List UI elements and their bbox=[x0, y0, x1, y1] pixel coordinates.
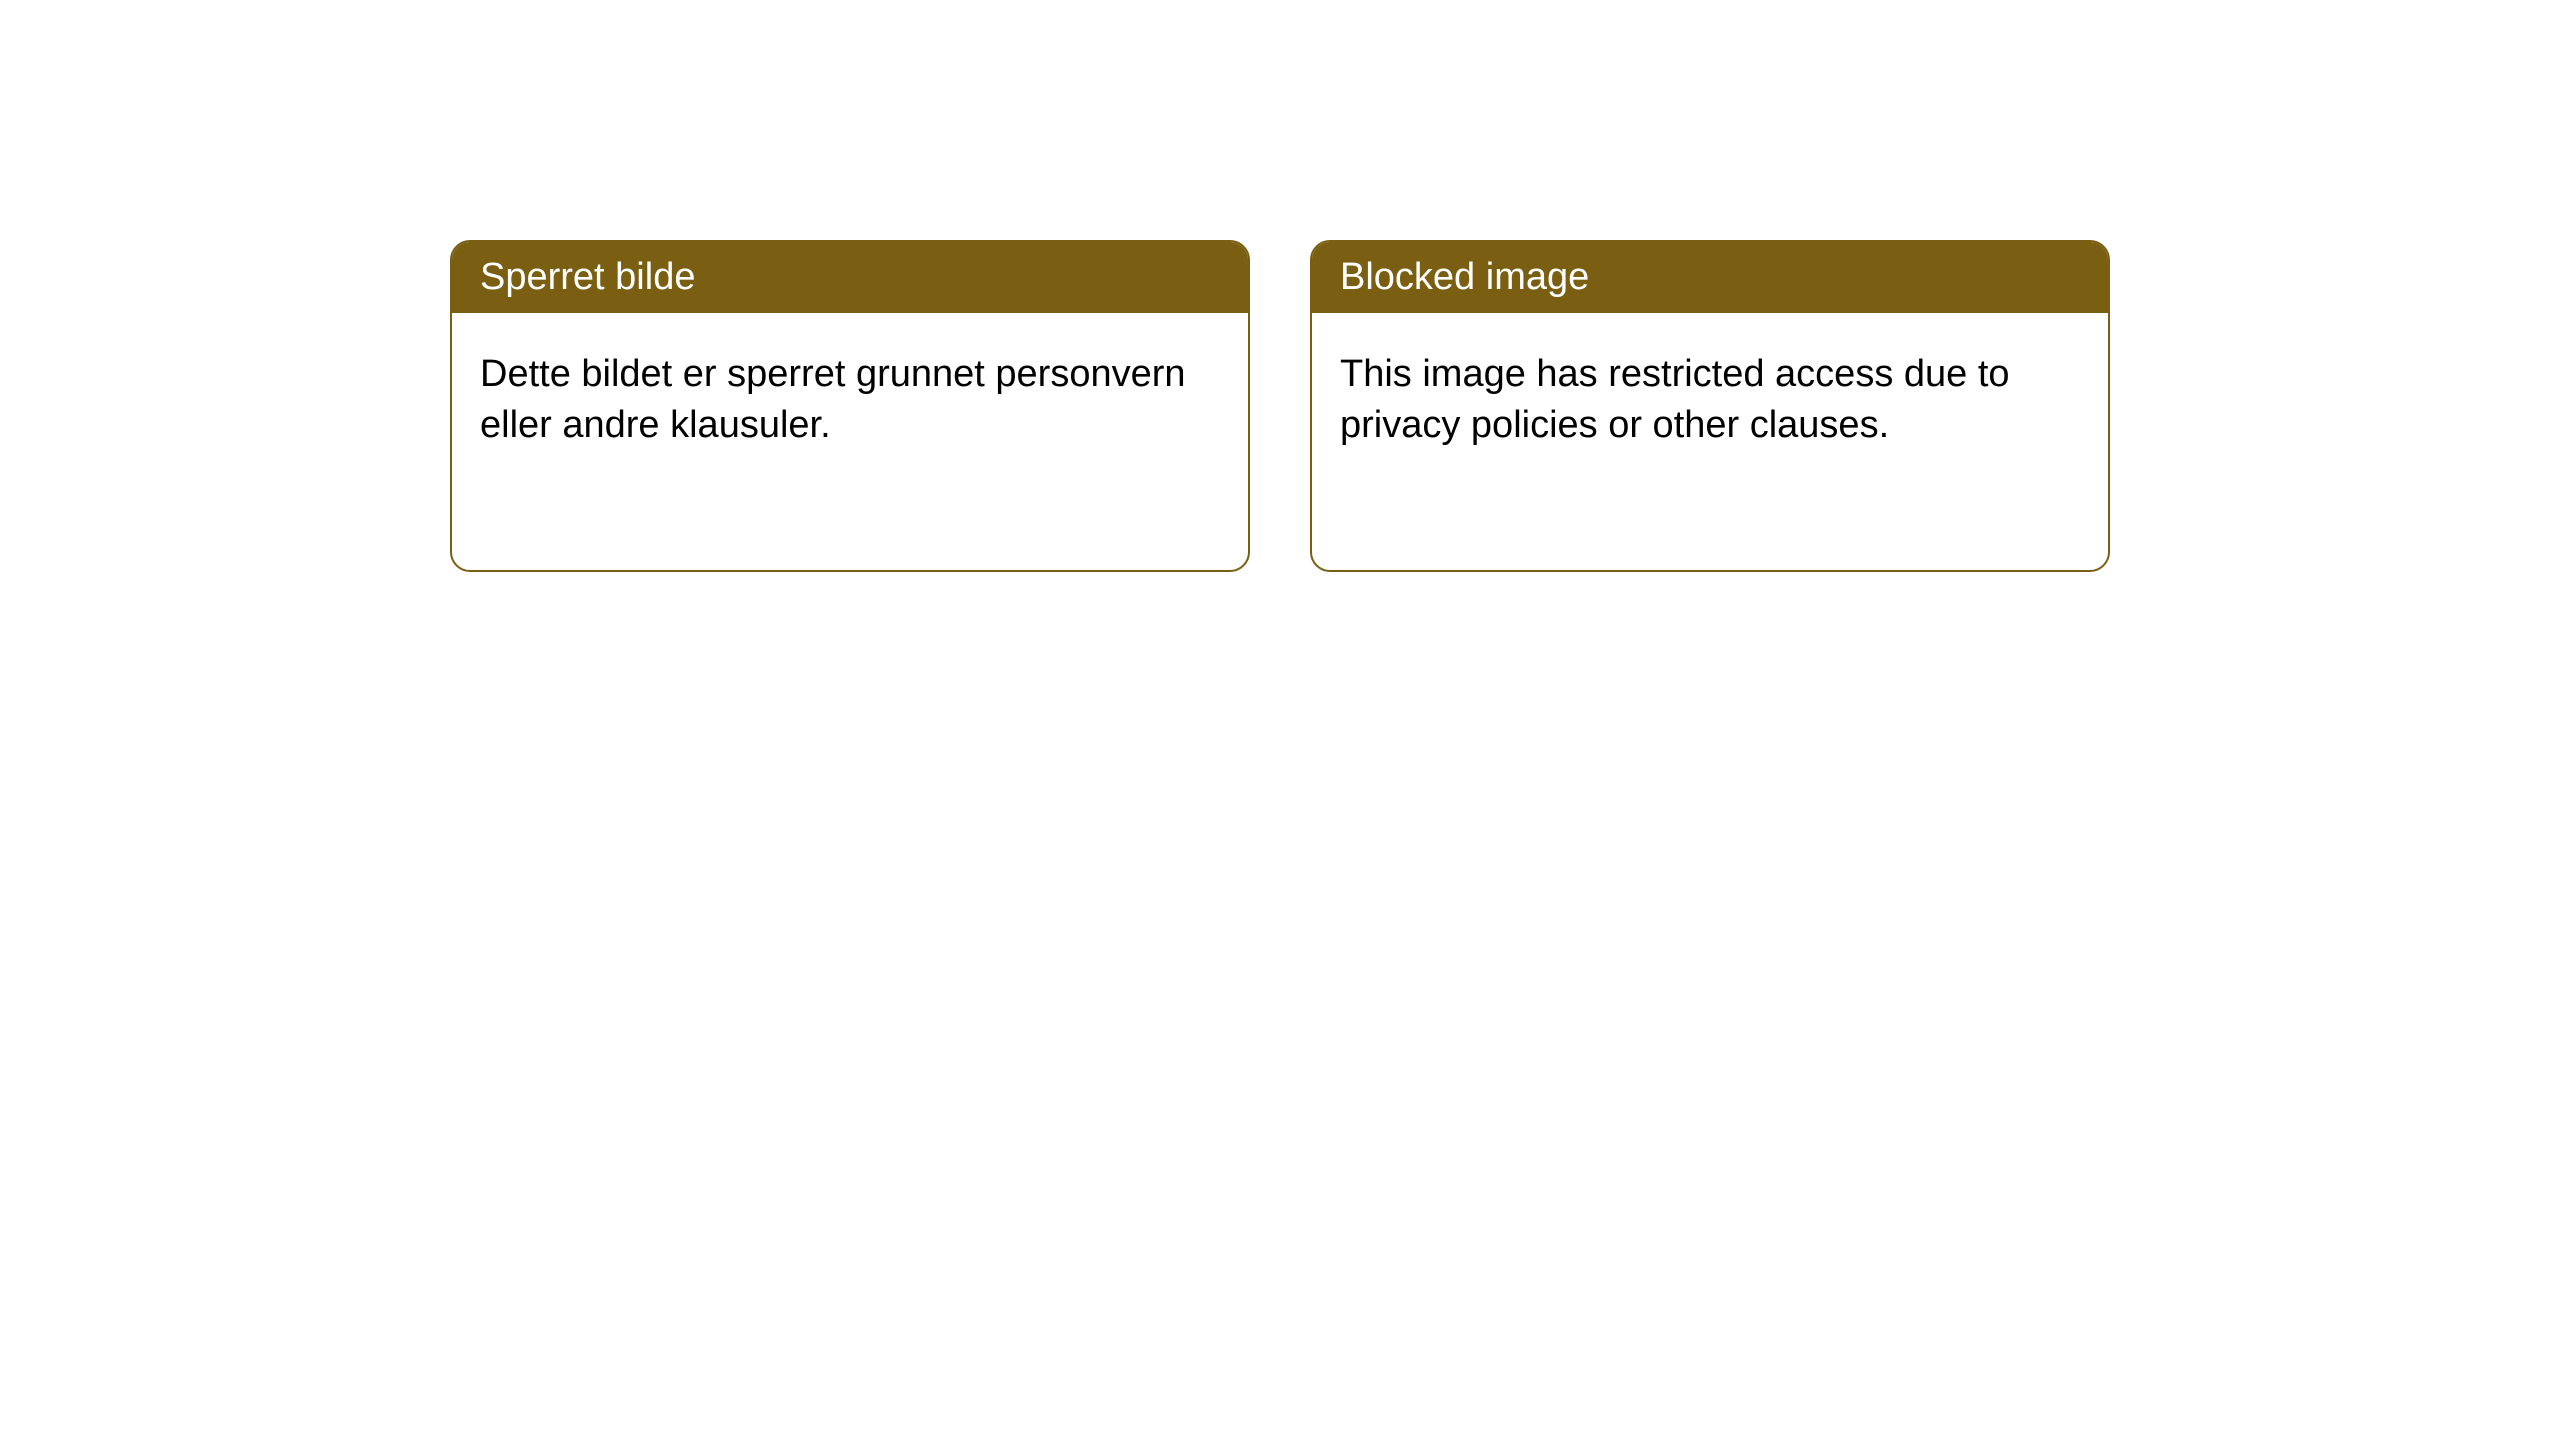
card-body-text: Dette bildet er sperret grunnet personve… bbox=[480, 353, 1186, 446]
notice-cards-container: Sperret bilde Dette bildet er sperret gr… bbox=[0, 0, 2560, 572]
card-header: Blocked image bbox=[1312, 242, 2108, 313]
blocked-image-card-english: Blocked image This image has restricted … bbox=[1310, 240, 2110, 572]
card-body: This image has restricted access due to … bbox=[1312, 313, 2108, 488]
card-title: Sperret bilde bbox=[480, 256, 695, 298]
card-header: Sperret bilde bbox=[452, 242, 1248, 313]
card-body-text: This image has restricted access due to … bbox=[1340, 353, 2010, 446]
card-body: Dette bildet er sperret grunnet personve… bbox=[452, 313, 1248, 488]
blocked-image-card-norwegian: Sperret bilde Dette bildet er sperret gr… bbox=[450, 240, 1250, 572]
card-title: Blocked image bbox=[1340, 256, 1589, 298]
